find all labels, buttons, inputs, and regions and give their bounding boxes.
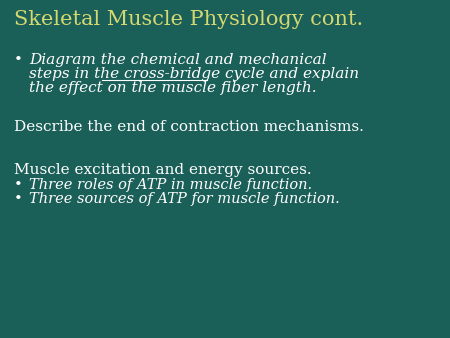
Text: •: • (14, 192, 22, 206)
Text: •: • (14, 53, 22, 67)
Text: steps in the cross-bridge cycle and explain: steps in the cross-bridge cycle and expl… (29, 67, 360, 81)
Text: Three roles of ATP in muscle function.: Three roles of ATP in muscle function. (29, 178, 312, 192)
Text: Muscle excitation and energy sources.: Muscle excitation and energy sources. (14, 163, 311, 177)
Text: •: • (14, 178, 22, 192)
Text: steps in the c̲r̲o̲s̲s̲-̲b̲r̲i̲d̲g̲e̲ ̲c̲y̲c̲l̲e̲ and explain: steps in the c̲r̲o̲s̲s̲-̲b̲r̲i̲d̲g̲e̲ ̲c… (29, 67, 360, 82)
Text: Describe the end of contraction mechanisms.: Describe the end of contraction mechanis… (14, 120, 364, 134)
Text: the effect on the muscle fiber length.: the effect on the muscle fiber length. (29, 81, 317, 95)
Text: Diagram the chemical and mechanical: Diagram the chemical and mechanical (29, 53, 327, 67)
Text: Three sources of ATP for muscle function.: Three sources of ATP for muscle function… (29, 192, 340, 206)
Text: Skeletal Muscle Physiology cont.: Skeletal Muscle Physiology cont. (14, 10, 363, 29)
